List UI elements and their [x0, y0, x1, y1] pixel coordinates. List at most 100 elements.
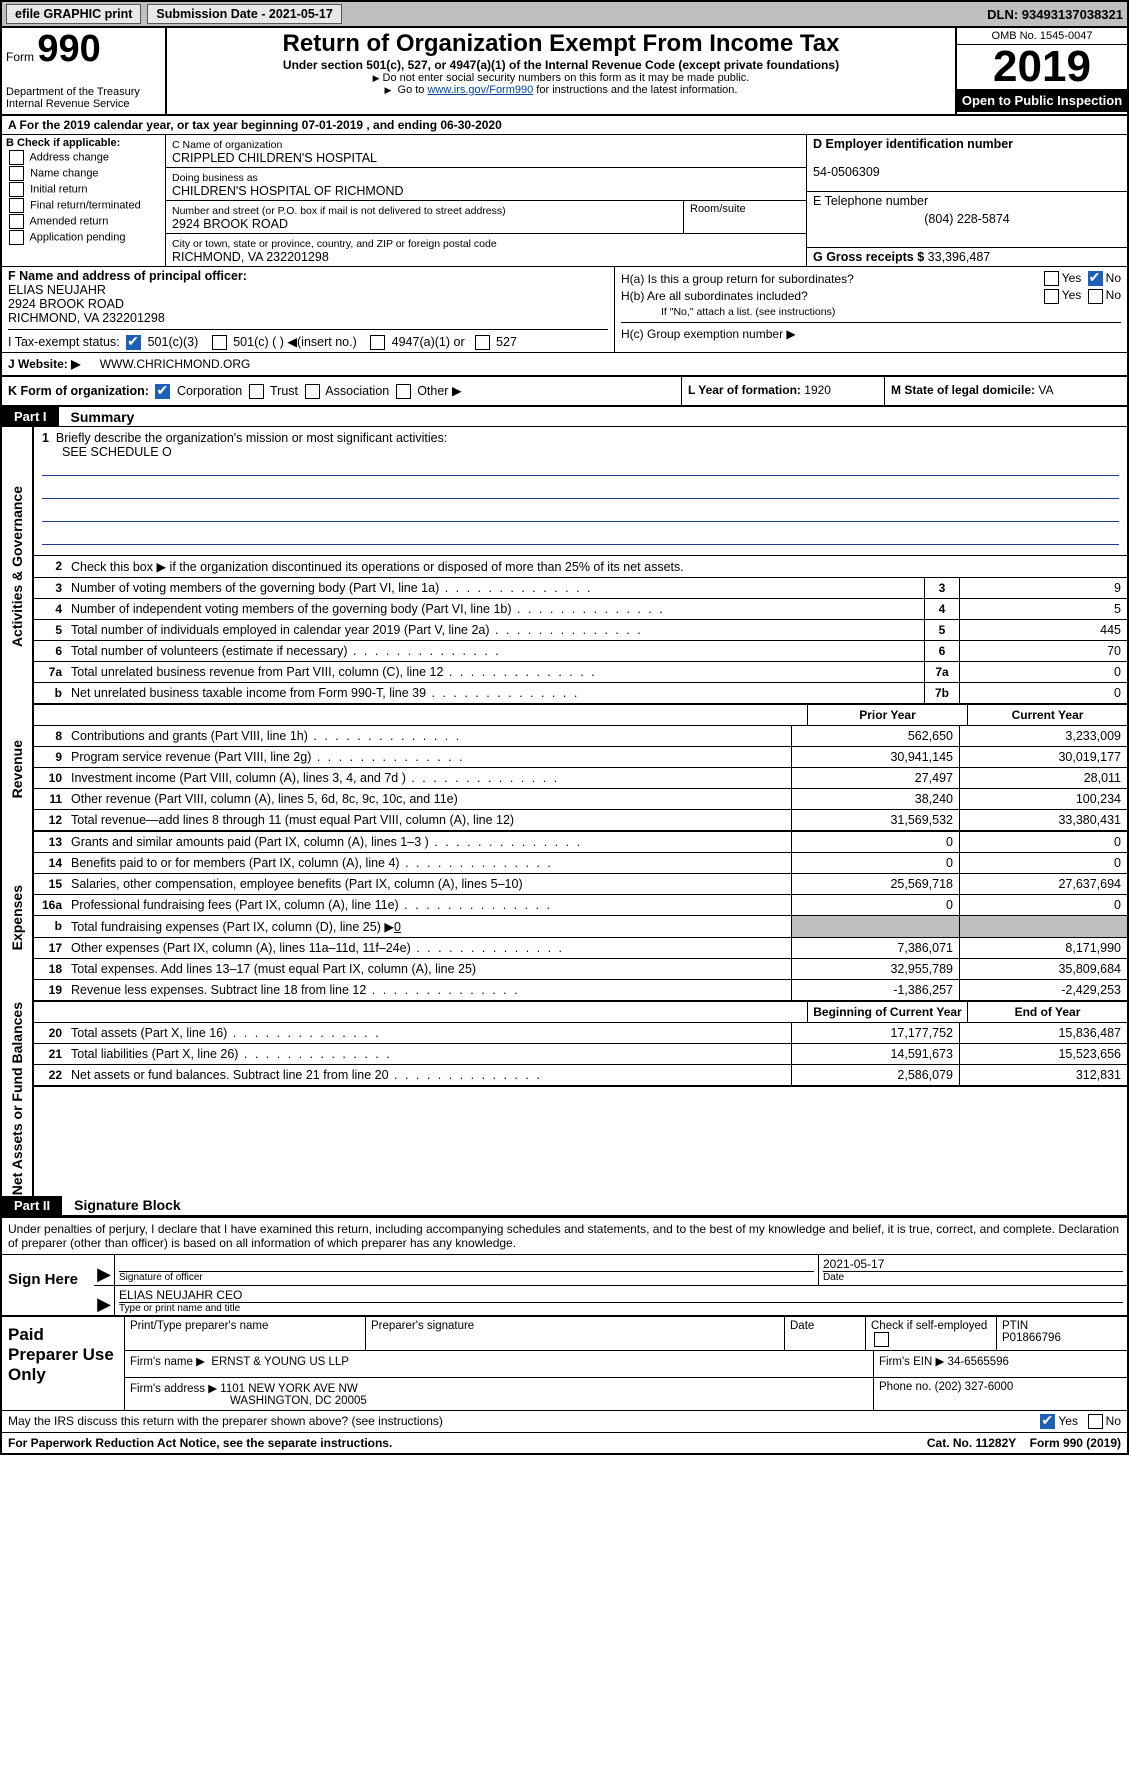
- mission-text: SEE SCHEDULE O: [42, 445, 1119, 459]
- checkbox-corp[interactable]: [155, 384, 170, 399]
- prior-14: 0: [791, 853, 959, 873]
- officer-group-row: F Name and address of principal officer:…: [2, 267, 1127, 353]
- checkbox-initial-return[interactable]: [9, 182, 24, 197]
- form-990-container: Form 990 Department of the Treasury Inte…: [0, 28, 1129, 1455]
- tax-year: 2019: [957, 45, 1127, 89]
- dba-name: CHILDREN'S HOSPITAL OF RICHMOND: [172, 184, 404, 198]
- part-2-header: Part IISignature Block: [2, 1196, 1127, 1216]
- checkbox-hb-yes[interactable]: [1044, 289, 1059, 304]
- curr-11: 100,234: [959, 789, 1127, 809]
- open-to-public-badge: Open to Public Inspection: [957, 89, 1127, 112]
- signature-block: Under penalties of perjury, I declare th…: [2, 1216, 1127, 1433]
- ein: 54-0506309: [813, 165, 880, 179]
- box-b: B Check if applicable: Address change Na…: [2, 135, 166, 266]
- org-name: CRIPPLED CHILDREN'S HOSPITAL: [172, 151, 377, 165]
- prior-9: 30,941,145: [791, 747, 959, 767]
- checkbox-hb-no[interactable]: [1088, 289, 1103, 304]
- tab-revenue: Revenue: [9, 740, 25, 798]
- checkbox-name-change[interactable]: [9, 166, 24, 181]
- prior-10: 27,497: [791, 768, 959, 788]
- perjury-declaration: Under penalties of perjury, I declare th…: [2, 1218, 1127, 1255]
- prior-16a: 0: [791, 895, 959, 915]
- curr-16a: 0: [959, 895, 1127, 915]
- checkbox-4947[interactable]: [370, 335, 385, 350]
- checkbox-ha-no[interactable]: [1088, 271, 1103, 286]
- sign-here-label: Sign Here: [2, 1255, 94, 1315]
- box-c: C Name of organizationCRIPPLED CHILDREN'…: [166, 135, 806, 266]
- curr-8: 3,233,009: [959, 726, 1127, 746]
- checkbox-discuss-no[interactable]: [1088, 1414, 1103, 1429]
- prior-16b: [791, 916, 959, 937]
- form-header: Form 990 Department of the Treasury Inte…: [2, 28, 1127, 116]
- form-number: 990: [37, 30, 100, 68]
- checkbox-501c[interactable]: [212, 335, 227, 350]
- box-f: F Name and address of principal officer:…: [2, 267, 615, 352]
- curr-13: 0: [959, 832, 1127, 852]
- city-state-zip: RICHMOND, VA 232201298: [172, 250, 329, 264]
- arrow-icon: ▶: [94, 1255, 114, 1285]
- curr-10: 28,011: [959, 768, 1127, 788]
- tab-net-assets: Net Assets or Fund Balances: [9, 1002, 25, 1195]
- box-d-e-g: D Employer identification number54-05063…: [806, 135, 1127, 266]
- tab-activities: Activities & Governance: [9, 486, 25, 647]
- checkbox-amended-return[interactable]: [9, 214, 24, 229]
- curr-9: 30,019,177: [959, 747, 1127, 767]
- val-line4: 5: [959, 599, 1127, 619]
- checkbox-501c3[interactable]: [126, 335, 141, 350]
- section-activities-governance: Activities & Governance 1 Briefly descri…: [2, 427, 1127, 705]
- form-title: Return of Organization Exempt From Incom…: [171, 30, 951, 58]
- cat-no: Cat. No. 11282Y: [927, 1436, 1016, 1450]
- website: WWW.CHRICHMOND.ORG: [100, 357, 251, 371]
- form-prefix: Form: [6, 50, 34, 64]
- firm-name: ERNST & YOUNG US LLP: [211, 1356, 349, 1368]
- checkbox-other[interactable]: [396, 384, 411, 399]
- prior-13: 0: [791, 832, 959, 852]
- beg-20: 17,177,752: [791, 1023, 959, 1043]
- firm-address2: WASHINGTON, DC 20005: [130, 1395, 367, 1407]
- firm-phone: (202) 327-6000: [935, 1381, 1014, 1393]
- checkbox-application-pending[interactable]: [9, 230, 24, 245]
- prior-8: 562,650: [791, 726, 959, 746]
- val-line7b: 0: [959, 683, 1127, 703]
- row-a-tax-year: A For the 2019 calendar year, or tax yea…: [2, 116, 1127, 135]
- room-suite: Room/suite: [684, 201, 806, 233]
- ssn-warning: Do not enter social security numbers on …: [171, 72, 951, 84]
- prior-17: 7,386,071: [791, 938, 959, 958]
- checkbox-discuss-yes[interactable]: [1040, 1414, 1055, 1429]
- checkbox-address-change[interactable]: [9, 150, 24, 165]
- curr-19: -2,429,253: [959, 980, 1127, 1000]
- checkbox-527[interactable]: [475, 335, 490, 350]
- officer-name: ELIAS NEUJAHR: [8, 283, 106, 297]
- paid-preparer-block: Paid Preparer Use Only Print/Type prepar…: [2, 1317, 1127, 1411]
- checkbox-final-return[interactable]: [9, 198, 24, 213]
- state-domicile: VA: [1038, 383, 1053, 397]
- checkbox-trust[interactable]: [249, 384, 264, 399]
- checkbox-ha-yes[interactable]: [1044, 271, 1059, 286]
- paid-preparer-label: Paid Preparer Use Only: [2, 1317, 125, 1410]
- prior-15: 25,569,718: [791, 874, 959, 894]
- curr-18: 35,809,684: [959, 959, 1127, 979]
- officer-name-title: ELIAS NEUJAHR CEO: [119, 1288, 1123, 1303]
- box-h: H(a) Is this a group return for subordin…: [615, 267, 1127, 352]
- val-line5: 445: [959, 620, 1127, 640]
- form-subtitle: Under section 501(c), 527, or 4947(a)(1)…: [171, 58, 951, 72]
- part-1-header: Part ISummary: [2, 407, 1127, 427]
- checkbox-assoc[interactable]: [305, 384, 320, 399]
- prior-18: 32,955,789: [791, 959, 959, 979]
- section-expenses: Expenses 13Grants and similar amounts pa…: [2, 832, 1127, 1002]
- curr-14: 0: [959, 853, 1127, 873]
- section-revenue: Revenue Prior YearCurrent Year 8Contribu…: [2, 705, 1127, 832]
- instructions-link-row: Go to www.irs.gov/Form990 for instructio…: [171, 84, 951, 96]
- prior-11: 38,240: [791, 789, 959, 809]
- checkbox-self-employed[interactable]: [874, 1332, 889, 1347]
- beg-22: 2,586,079: [791, 1065, 959, 1085]
- val-line7a: 0: [959, 662, 1127, 682]
- row-klm: K Form of organization: Corporation Trus…: [2, 377, 1127, 407]
- irs-link[interactable]: www.irs.gov/Form990: [427, 84, 533, 96]
- val-line3: 9: [959, 578, 1127, 598]
- curr-15: 27,637,694: [959, 874, 1127, 894]
- efile-print-button[interactable]: efile GRAPHIC print: [6, 4, 141, 24]
- tab-expenses: Expenses: [9, 885, 25, 950]
- curr-16b: [959, 916, 1127, 937]
- telephone: (804) 228-5874: [813, 208, 1121, 226]
